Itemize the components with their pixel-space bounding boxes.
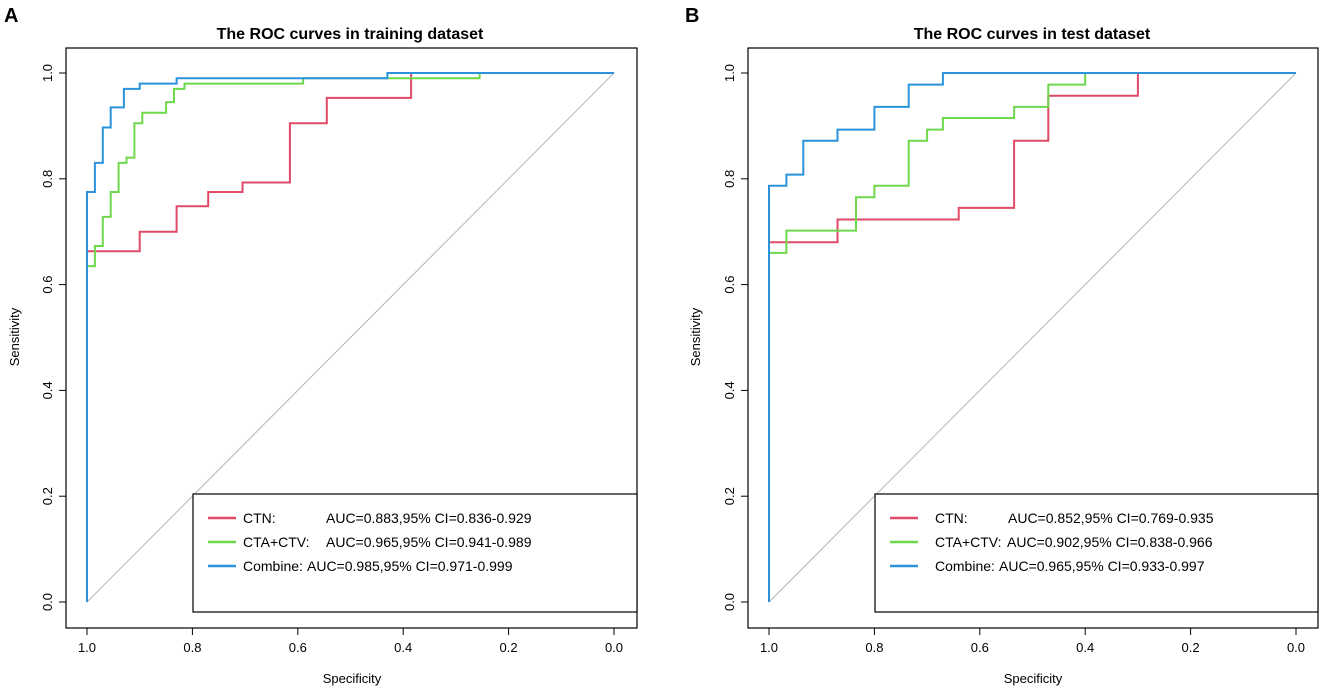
y-tick-label: 1.0 bbox=[722, 64, 737, 82]
y-tick-label: 0.8 bbox=[40, 170, 55, 188]
legend-name-combine: Combine: bbox=[935, 558, 995, 574]
legend-stat-combine: AUC=0.985,95% CI=0.971-0.999 bbox=[307, 558, 513, 574]
y-tick-label: 1.0 bbox=[40, 64, 55, 82]
reference-diagonal bbox=[768, 72, 1297, 603]
roc-curve-combine bbox=[86, 72, 614, 602]
panel-a: A The ROC curves in training dataset 1.0… bbox=[4, 5, 638, 686]
legend-name-cta-ctv: CTA+CTV: bbox=[935, 534, 1002, 550]
roc-curve-ctn bbox=[768, 72, 1296, 602]
roc-curve-cta-ctv bbox=[86, 72, 614, 602]
chart-title: The ROC curves in test dataset bbox=[914, 26, 1151, 43]
axes: 1.0 0.8 0.6 0.4 0.2 0.0 0.0 0.2 0.4 0.6 0.8 1.0 bbox=[40, 64, 623, 655]
x-tick-label: 0.8 bbox=[183, 640, 201, 655]
roc-curve-cta-ctv bbox=[768, 72, 1296, 602]
x-axis-label: Specificity bbox=[323, 671, 382, 686]
x-tick-label: 0.0 bbox=[1287, 640, 1305, 655]
chart-title: The ROC curves in training dataset bbox=[217, 26, 484, 43]
x-tick-label: 0.0 bbox=[605, 640, 623, 655]
x-tick-label: 1.0 bbox=[760, 640, 778, 655]
legend-name-combine: Combine: bbox=[243, 558, 303, 574]
roc-curve-combine bbox=[768, 72, 1296, 602]
x-tick-label: 0.6 bbox=[971, 640, 989, 655]
x-axis-label: Specificity bbox=[1004, 671, 1063, 686]
y-tick-label: 0.6 bbox=[722, 276, 737, 294]
panel-letter: B bbox=[685, 5, 699, 27]
reference-diagonal bbox=[86, 72, 615, 603]
x-tick-label: 0.4 bbox=[394, 640, 412, 655]
legend-stat-ctn: AUC=0.852,95% CI=0.769-0.935 bbox=[1008, 510, 1214, 526]
x-tick-label: 0.4 bbox=[1076, 640, 1094, 655]
y-axis-label: Sensitivity bbox=[7, 307, 22, 366]
x-tick-label: 0.2 bbox=[500, 640, 518, 655]
legend-name-cta-ctv: CTA+CTV: bbox=[243, 534, 310, 550]
y-tick-label: 0.4 bbox=[40, 381, 55, 399]
y-tick-label: 0.6 bbox=[40, 276, 55, 294]
y-tick-label: 0.2 bbox=[722, 487, 737, 505]
legend-box bbox=[874, 493, 1319, 613]
legend-stat-cta-ctv: AUC=0.902,95% CI=0.838-0.966 bbox=[1007, 534, 1213, 550]
legend-stat-combine: AUC=0.965,95% CI=0.933-0.997 bbox=[999, 558, 1205, 574]
x-tick-label: 0.2 bbox=[1182, 640, 1200, 655]
x-tick-label: 0.8 bbox=[865, 640, 883, 655]
roc-curve-ctn bbox=[86, 72, 614, 602]
panel-letter: A bbox=[4, 5, 18, 27]
legend: CTN: AUC=0.883,95% CI=0.836-0.929 CTA+CT… bbox=[192, 493, 638, 613]
legend-box bbox=[192, 493, 638, 613]
x-tick-label: 1.0 bbox=[78, 640, 96, 655]
panel-b: B The ROC curves in test dataset 1.0 0.8 0… bbox=[685, 5, 1319, 686]
y-tick-label: 0.0 bbox=[40, 593, 55, 611]
x-tick-label: 0.6 bbox=[289, 640, 307, 655]
legend: CTN: AUC=0.852,95% CI=0.769-0.935 CTA+CT… bbox=[874, 493, 1319, 613]
y-axis-label: Sensitivity bbox=[688, 307, 703, 366]
legend-stat-ctn: AUC=0.883,95% CI=0.836-0.929 bbox=[326, 510, 532, 526]
y-tick-label: 0.2 bbox=[40, 487, 55, 505]
plot-frame bbox=[747, 47, 1319, 629]
legend-name-ctn: CTN: bbox=[935, 510, 968, 526]
plot-frame bbox=[65, 47, 638, 629]
y-tick-label: 0.4 bbox=[722, 381, 737, 399]
y-tick-label: 0.8 bbox=[722, 170, 737, 188]
y-tick-label: 0.0 bbox=[722, 593, 737, 611]
roc-curves bbox=[768, 72, 1297, 603]
legend-stat-cta-ctv: AUC=0.965,95% CI=0.941-0.989 bbox=[326, 534, 532, 550]
legend-name-ctn: CTN: bbox=[243, 510, 276, 526]
axes: 1.0 0.8 0.6 0.4 0.2 0.0 0.0 0.2 0.4 0.6 0.8 1.0 bbox=[722, 64, 1305, 655]
roc-curves bbox=[86, 72, 615, 603]
